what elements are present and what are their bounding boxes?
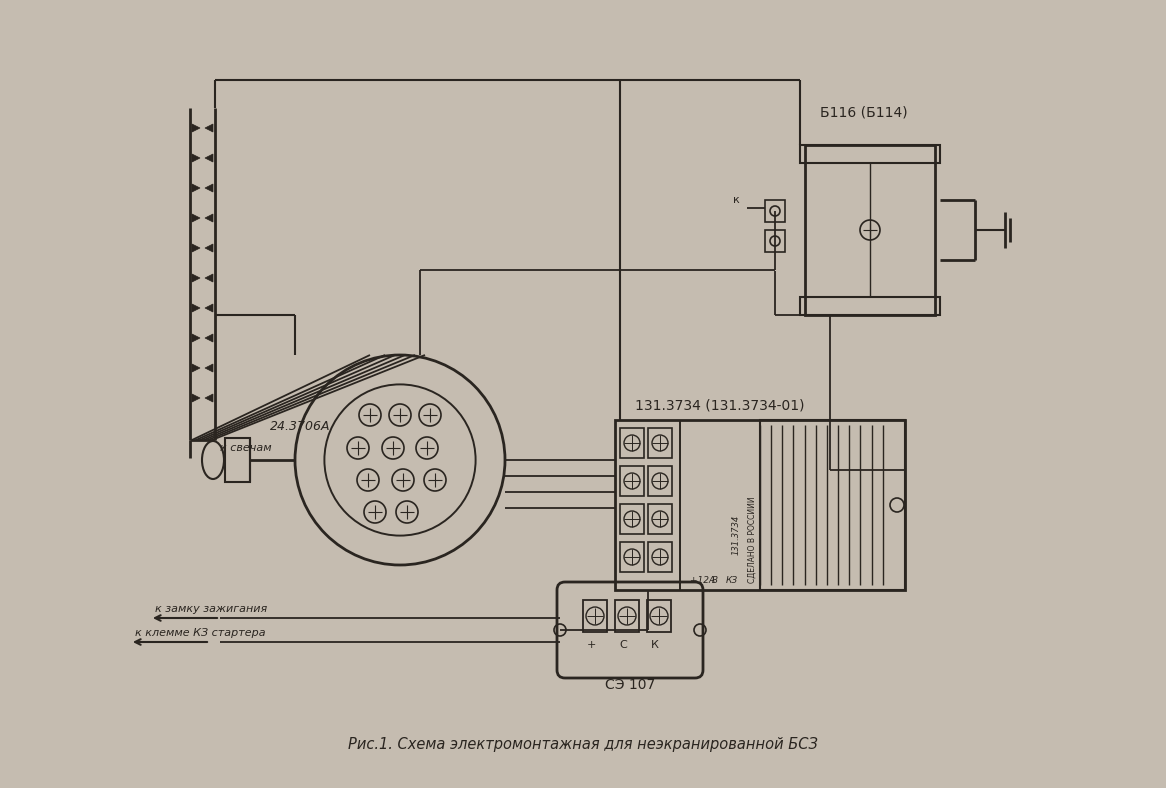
Polygon shape <box>192 304 201 312</box>
Polygon shape <box>192 124 201 132</box>
Polygon shape <box>192 214 201 222</box>
Polygon shape <box>192 334 201 342</box>
Polygon shape <box>205 304 213 312</box>
Bar <box>614 600 639 632</box>
Polygon shape <box>192 274 201 282</box>
Text: к замку зажигания: к замку зажигания <box>155 604 267 614</box>
Polygon shape <box>192 394 201 402</box>
Bar <box>620 428 644 458</box>
Polygon shape <box>205 154 213 162</box>
Text: СДЕЛАНО В РОССИИИ: СДЕЛАНО В РОССИИИ <box>749 496 757 583</box>
Bar <box>620 542 644 572</box>
Text: С: С <box>619 640 627 650</box>
Bar <box>800 297 940 315</box>
Bar <box>225 438 250 482</box>
Bar <box>765 230 785 252</box>
Text: А: А <box>708 576 714 585</box>
Polygon shape <box>205 394 213 402</box>
Bar <box>647 600 670 632</box>
Bar <box>760 420 905 590</box>
Text: к свечам: к свечам <box>220 443 272 453</box>
Bar <box>648 504 672 534</box>
Text: КЗ: КЗ <box>726 576 738 585</box>
Text: 131.3734 (131.3734-01): 131.3734 (131.3734-01) <box>635 398 805 412</box>
Bar <box>583 600 607 632</box>
Bar <box>805 145 935 315</box>
Bar <box>800 145 940 163</box>
Bar <box>614 420 905 590</box>
Bar <box>648 466 672 496</box>
Polygon shape <box>192 184 201 192</box>
Polygon shape <box>205 214 213 222</box>
Text: СЭ 107: СЭ 107 <box>605 678 655 692</box>
Bar <box>648 542 672 572</box>
Bar <box>620 504 644 534</box>
Polygon shape <box>192 154 201 162</box>
Text: 131.3734: 131.3734 <box>732 515 742 555</box>
Polygon shape <box>192 244 201 252</box>
Polygon shape <box>205 364 213 372</box>
Text: Рис.1. Схема электромонтажная для неэкранированной БСЗ: Рис.1. Схема электромонтажная для неэкра… <box>349 737 817 752</box>
Polygon shape <box>205 184 213 192</box>
Polygon shape <box>205 244 213 252</box>
Text: К: К <box>651 640 659 650</box>
Bar <box>648 428 672 458</box>
Text: к: к <box>733 195 739 205</box>
Bar <box>620 466 644 496</box>
Polygon shape <box>192 364 201 372</box>
Bar <box>765 200 785 222</box>
Text: Б116 (Б114): Б116 (Б114) <box>820 105 907 119</box>
Text: к клемме КЗ стартера: к клемме КЗ стартера <box>135 628 266 638</box>
Polygon shape <box>205 334 213 342</box>
Polygon shape <box>205 124 213 132</box>
Text: 24.3706А: 24.3706А <box>271 420 330 433</box>
Text: +12 В: +12 В <box>690 576 718 585</box>
Text: +: + <box>586 640 596 650</box>
Polygon shape <box>205 274 213 282</box>
